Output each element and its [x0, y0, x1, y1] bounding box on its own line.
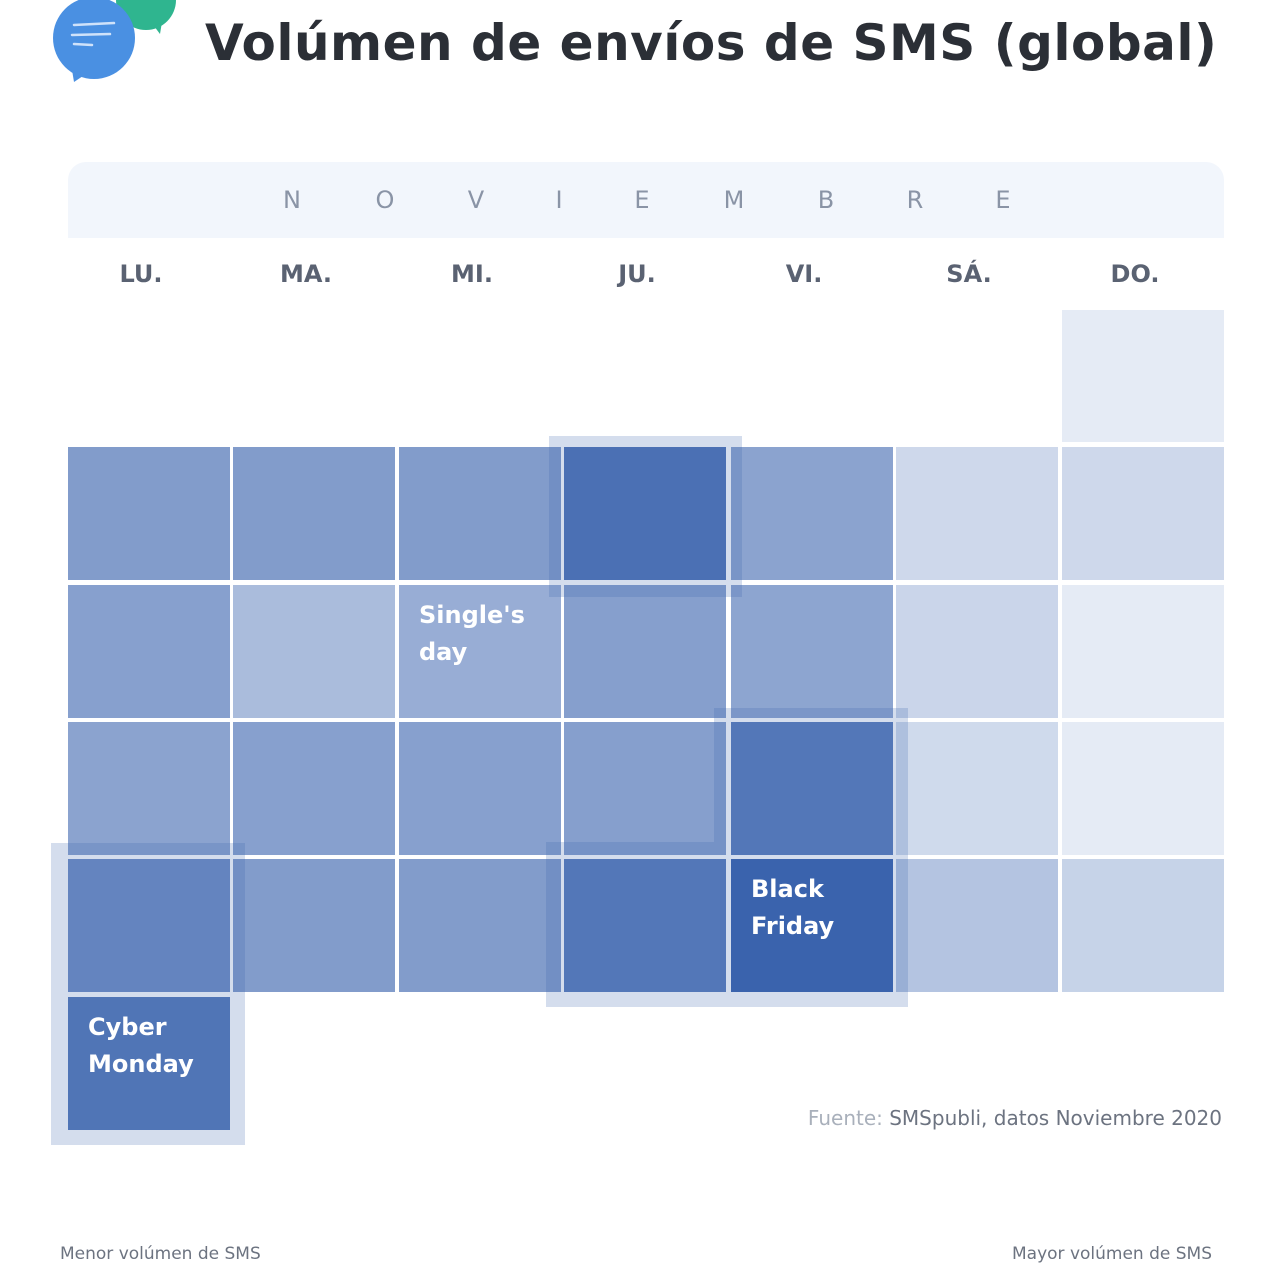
weekday-label: MI.: [451, 260, 493, 288]
heatmap-cell: [731, 859, 893, 992]
heatmap-cell: [399, 585, 561, 718]
heatmap-cell: [399, 447, 561, 580]
month-header: [68, 162, 1224, 238]
weekday-label: MA.: [279, 260, 333, 288]
heatmap-cell: [399, 722, 561, 855]
weekday-label: JU.: [618, 260, 656, 288]
highlight-frame: [549, 436, 742, 597]
heatmap-cell: [233, 447, 395, 580]
source-text: SMSpubli, datos Noviembre 2020: [889, 1106, 1222, 1130]
month-letter: M: [723, 186, 745, 214]
heatmap-cell: [896, 859, 1058, 992]
source-label: Fuente:: [807, 1106, 883, 1130]
month-letter: E: [634, 186, 650, 214]
month-letter: E: [995, 186, 1011, 214]
source-note: Fuente: SMSpubli, datos Noviembre 2020: [808, 1106, 1222, 1130]
heatmap-cell: [896, 722, 1058, 855]
heatmap-cell: [233, 722, 395, 855]
heatmap-cell: [896, 447, 1058, 580]
heatmap-cell: [564, 722, 726, 855]
heatmap-cell: [1062, 447, 1224, 580]
heatmap-cell: [68, 722, 230, 855]
heatmap-cell: [1062, 310, 1224, 442]
annotation-label: Single's day: [419, 601, 525, 666]
heatmap-cell: [564, 447, 726, 580]
heatmap-cell: [68, 859, 230, 992]
heatmap-cell: [399, 859, 561, 992]
legend-high-label: Mayor volúmen de SMS: [1012, 1244, 1212, 1264]
month-letter: V: [467, 186, 485, 214]
month-letter: O: [375, 186, 395, 214]
heatmap-cell: [1062, 585, 1224, 718]
heatmap-cell: [731, 585, 893, 718]
heatmap-cell: [731, 722, 893, 855]
highlight-frame: [546, 842, 714, 1007]
heatmap-cell: [68, 585, 230, 718]
legend-low-label: Menor volúmen de SMS: [60, 1244, 261, 1264]
chat-bubbles-icon: [48, 0, 188, 94]
heatmap-cell: [68, 447, 230, 580]
heatmap-cell: [1062, 722, 1224, 855]
heatmap-cell: [233, 859, 395, 992]
annotation-label: Cyber Monday: [88, 1013, 194, 1078]
heatmap-cell: [896, 585, 1058, 718]
heatmap-cell: [731, 447, 893, 580]
highlight-frame: [51, 843, 245, 1145]
month-letter: B: [817, 186, 835, 214]
highlight-frame: [714, 708, 908, 1007]
month-letter: N: [283, 186, 301, 214]
weekday-label: SÁ.: [946, 260, 992, 288]
month-letter: I: [555, 186, 563, 214]
month-letter: R: [906, 186, 924, 214]
heatmap-cell: [68, 997, 230, 1130]
weekday-label: DO.: [1110, 260, 1160, 288]
heatmap-cell: [564, 859, 726, 992]
weekday-label: LU.: [119, 260, 163, 288]
weekday-label: VI.: [785, 260, 823, 288]
heatmap-cell: [233, 585, 395, 718]
heatmap-cell: [564, 585, 726, 718]
annotation-label: Black Friday: [751, 875, 835, 940]
heatmap-cell: [1062, 859, 1224, 992]
page-title: Volúmen de envíos de SMS (global): [205, 14, 1218, 72]
